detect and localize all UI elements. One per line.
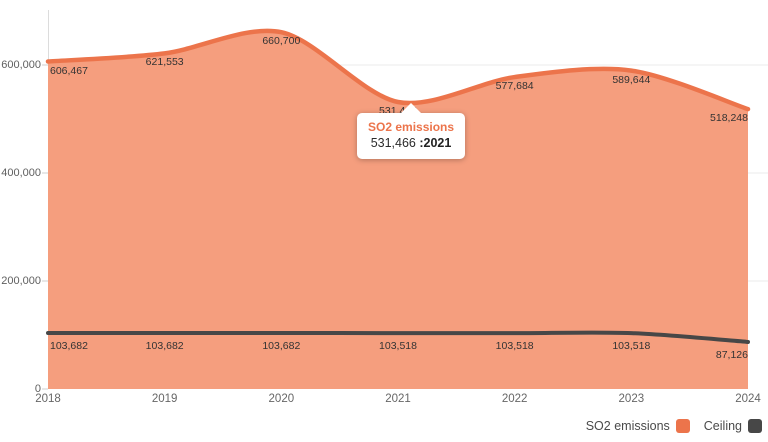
so2-line [45, 28, 751, 112]
tooltip-value-number: 531,466 [370, 136, 416, 150]
legend-label-ceiling: Ceiling [703, 419, 742, 433]
tooltip: SO2 emissions 531,466 :2021 [357, 103, 466, 159]
ceiling-line [46, 330, 750, 344]
legend: SO2 emissions Ceiling [586, 419, 762, 433]
tooltip-value: 531,466 :2021 [368, 135, 454, 152]
legend-item-ceiling[interactable]: Ceiling [704, 419, 762, 433]
tooltip-series-title: SO2 emissions [368, 120, 455, 134]
legend-swatch-ceiling-icon [748, 419, 762, 433]
so2-area [48, 30, 748, 390]
legend-item-so2-emissions[interactable]: SO2 emissions [586, 419, 690, 433]
tooltip-caret-icon [400, 103, 423, 114]
legend-swatch-so2-icon [675, 419, 690, 433]
legend-label-so2: SO2 emissions [585, 419, 670, 433]
tooltip-year: :2021 [419, 136, 452, 150]
